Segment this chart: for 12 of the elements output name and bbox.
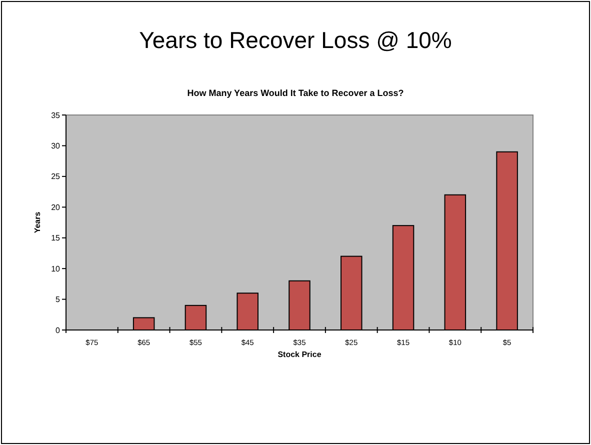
y-tick-label: 30 [51,142,61,151]
chart-subtitle: How Many Years Would It Take to Recover a Loss? [187,88,404,98]
y-tick-label: 20 [51,202,61,212]
y-tick-label: 25 [51,172,61,182]
y-tick-label: 35 [51,110,61,120]
chart-title: Years to Recover Loss @ 10% [139,27,452,53]
y-tick-label: 5 [56,295,61,304]
y-tick-label: 10 [51,264,61,274]
y-tick-label: 15 [51,234,61,243]
y-axis-title: Years [33,211,42,234]
x-axis-title: Stock Price [278,350,322,359]
y-tick-label: 0 [56,326,61,335]
